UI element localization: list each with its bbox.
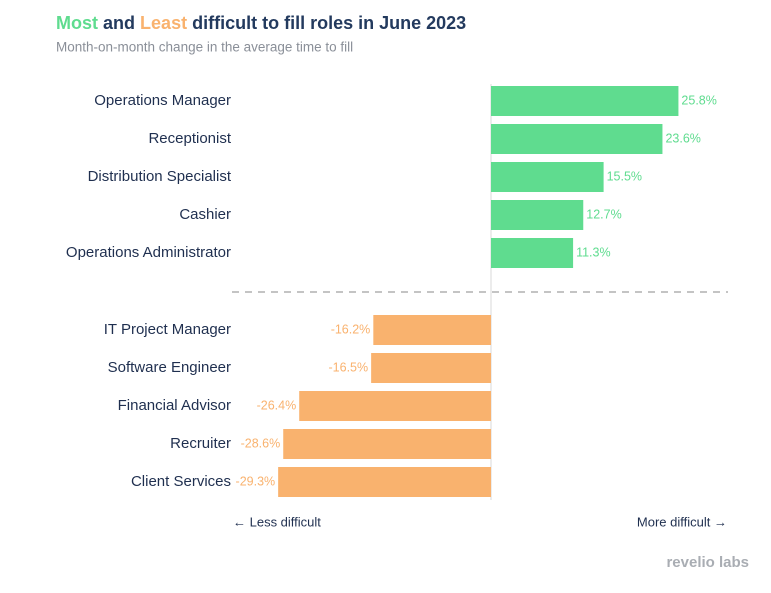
value-label: -29.3% xyxy=(236,474,276,488)
value-label: -26.4% xyxy=(257,398,297,412)
category-label: Distribution Specialist xyxy=(88,168,232,185)
category-label: Operations Manager xyxy=(94,92,231,109)
category-label: Recruiter xyxy=(170,435,231,452)
bar xyxy=(491,200,584,230)
x-left-label: ← Less difficult xyxy=(233,514,321,529)
value-label: 23.6% xyxy=(665,131,700,145)
value-label: -28.6% xyxy=(241,436,281,450)
category-label: Receptionist xyxy=(148,130,231,147)
bar xyxy=(491,162,604,192)
category-label: Client Services xyxy=(131,473,231,490)
value-label: 11.3% xyxy=(576,245,611,259)
source-logo: revelio labs xyxy=(666,554,749,571)
category-label: Operations Administrator xyxy=(66,244,231,261)
title-most: Most xyxy=(56,13,98,33)
bar xyxy=(299,391,491,421)
value-label: 12.7% xyxy=(586,207,621,221)
bar xyxy=(491,124,663,154)
title-part: difficult to fill roles in June 2023 xyxy=(192,13,466,33)
category-label: IT Project Manager xyxy=(104,321,231,338)
bar xyxy=(491,86,679,116)
value-label: 15.5% xyxy=(607,169,642,183)
bar xyxy=(371,353,491,383)
value-label: 25.8% xyxy=(681,93,716,107)
chart-subtitle: Month-on-month change in the average tim… xyxy=(56,40,353,55)
category-label: Financial Advisor xyxy=(118,397,231,414)
category-label: Software Engineer xyxy=(108,359,231,376)
title-part: and xyxy=(103,13,135,33)
x-right-label: More difficult → xyxy=(637,514,727,529)
bar xyxy=(373,315,491,345)
value-label: -16.5% xyxy=(329,360,369,374)
title-least: Least xyxy=(140,13,187,33)
value-label: -16.2% xyxy=(331,322,371,336)
bar xyxy=(283,429,491,459)
bar xyxy=(278,467,491,497)
chart-title: Most and Least difficult to fill roles i… xyxy=(56,13,466,33)
bar xyxy=(491,238,574,268)
category-label: Cashier xyxy=(179,206,231,223)
